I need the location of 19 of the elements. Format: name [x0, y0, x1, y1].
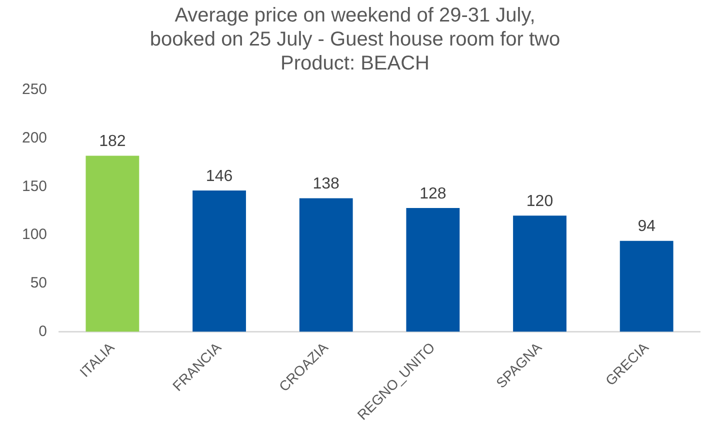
- data-label: 182: [99, 133, 126, 150]
- data-label: 146: [206, 168, 233, 185]
- bar: [620, 240, 674, 332]
- bar: [513, 216, 566, 332]
- data-label: 128: [420, 185, 446, 202]
- y-tick-label: 250: [22, 81, 48, 98]
- bar: [299, 198, 353, 332]
- y-tick-label: 50: [30, 274, 48, 292]
- chart-title: Average price on weekend of 29-31 July, booked on 25 July - Guest house room for two Product: BEACH: [150, 4, 560, 75]
- data-label: 94: [638, 218, 656, 236]
- data-label: 138: [312, 176, 340, 193]
- y-tick-label: 150: [22, 178, 48, 195]
- bar: [192, 190, 246, 332]
- y-tick-label: 100: [22, 226, 48, 244]
- bar: [86, 156, 140, 332]
- data-label: 120: [526, 193, 554, 210]
- bar: [406, 208, 460, 332]
- y-tick-label: 0: [38, 322, 48, 340]
- y-tick-label: 200: [22, 129, 48, 146]
